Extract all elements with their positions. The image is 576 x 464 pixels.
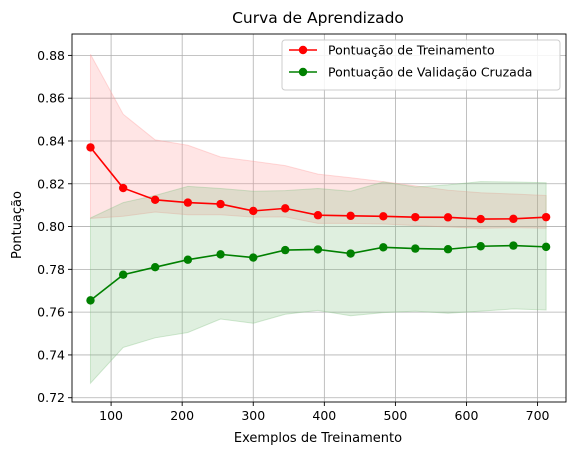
y-tick-label: 0.72 [37,390,65,405]
data-point-training [509,214,518,224]
data-point-validation [313,245,323,254]
data-point-validation [86,296,95,305]
data-point-validation [150,263,160,272]
data-point-training [411,212,420,222]
data-point-validation [216,250,225,259]
y-tick-label: 0.84 [37,133,65,148]
plot-area: 100 200 300 400 500 600 700 0.72 0.74 0.76 0.78 0.8… [37,33,567,423]
data-point-validation [411,244,420,253]
data-point-validation [509,241,518,250]
x-tick-label: 500 [383,408,407,423]
data-point-validation [183,255,193,264]
x-tick-label: 200 [170,408,194,423]
legend-box [281,39,561,91]
data-point-validation [379,243,388,252]
y-tick-label: 0.80 [37,219,65,234]
y-tick-label: 0.82 [37,176,65,191]
x-tick-label: 300 [241,408,265,423]
data-point-training [476,214,485,224]
data-point-validation [281,245,290,255]
y-tick-label: 0.86 [37,91,65,106]
x-tick-label: 700 [526,408,550,423]
data-point-validation [541,242,551,252]
data-point-training [281,204,290,213]
chart-title: Curva de Aprendizado [232,9,404,27]
data-point-validation [249,253,258,262]
legend: Pontuação de Treinamento Pontuação de Val… [281,39,561,91]
legend-marker-validation [298,67,308,77]
y-axis-label: Pontuação [10,191,25,259]
data-point-training [86,143,95,152]
data-point-validation [443,245,453,254]
x-tick-label: 100 [99,408,123,423]
legend-label-validation: Pontuação de Validação Cruzada [328,65,532,80]
data-point-training [443,213,453,222]
x-axis-label: Exemplos de Treinamento [234,431,402,446]
data-point-validation [118,270,128,279]
legend-marker-training [298,45,308,55]
y-tick-label: 0.88 [37,48,65,63]
data-point-validation [346,249,355,258]
data-point-training [541,212,551,222]
y-tick-label: 0.78 [37,262,65,277]
data-point-training [346,211,355,221]
data-point-training [150,195,160,205]
data-point-training [379,212,388,221]
data-point-validation [476,242,485,251]
x-tick-label: 400 [312,408,336,423]
data-point-training [313,211,323,220]
data-point-training [118,183,128,193]
y-tick-label: 0.74 [37,347,65,362]
x-tick-label: 600 [455,408,479,423]
confidence-band-training [89,54,547,229]
y-tick-label: 0.76 [37,305,65,320]
data-point-training [216,199,225,209]
confidence-band-validation [89,181,547,385]
data-point-training [249,206,258,216]
data-point-training [183,198,193,207]
legend-label-training: Pontuação de Treinamento [328,43,495,58]
axes-frame [71,33,567,403]
